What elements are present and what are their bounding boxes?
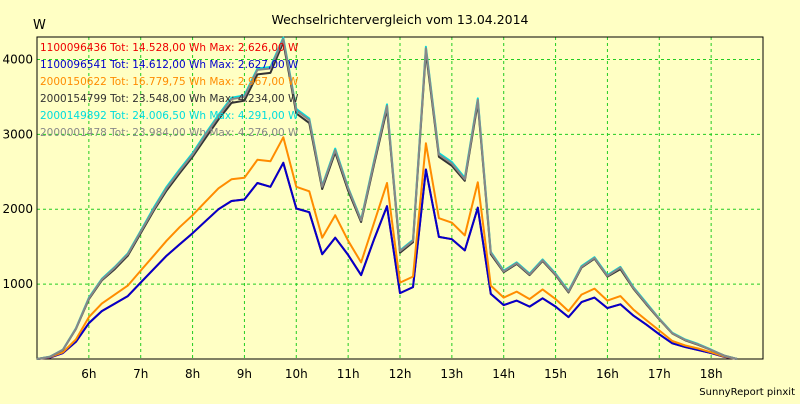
series-line-2000001478: [36, 38, 738, 360]
plot-border: [36, 36, 764, 360]
x-tick-label: 13h: [440, 367, 463, 381]
y-tick-label: 3000: [2, 127, 33, 141]
x-tick-label: 8h: [185, 367, 200, 381]
grid: [37, 37, 763, 359]
series-lines: [36, 36, 738, 360]
x-tick-label: 15h: [544, 367, 567, 381]
series-line-2000150622: [36, 136, 738, 360]
footer-credit: SunnyReport pinxit: [699, 387, 795, 398]
legend-entry-2000150622: 2000150622 Tot: 16.779,75 Wh Max: 2.967,…: [40, 76, 299, 88]
series-line-1100096541: [36, 161, 738, 360]
legend: 1100096436 Tot: 14.528,00 Wh Max: 2.626,…: [40, 42, 299, 139]
chart-title: Wechselrichtervergleich vom 13.04.2014: [271, 12, 528, 27]
x-tick-label: 12h: [389, 367, 412, 381]
x-tick-label: 17h: [648, 367, 671, 381]
y-tick-label: 2000: [2, 202, 33, 216]
legend-entry-1100096436: 1100096436 Tot: 14.528,00 Wh Max: 2.626,…: [40, 42, 299, 54]
y-tick-label: 1000: [2, 277, 33, 291]
x-tick-label: 10h: [285, 367, 308, 381]
legend-entry-1100096541: 1100096541 Tot: 14.612,00 Wh Max: 2.627,…: [40, 59, 299, 71]
legend-entry-2000154799: 2000154799 Tot: 23.548,00 Wh Max: 4.234,…: [40, 93, 299, 105]
plot-area: [37, 37, 763, 359]
x-tick-label: 11h: [337, 367, 360, 381]
x-tick-label: 6h: [81, 367, 96, 381]
x-tick-label: 9h: [237, 367, 252, 381]
x-tick-label: 14h: [492, 367, 515, 381]
x-tick-label: 18h: [700, 367, 723, 381]
y-tick-label: 4000: [2, 52, 33, 66]
axes: 1000 2000 3000 4000 6h 7h 8h 9h 10h 11h 12h 13h 14h 1…: [2, 36, 764, 381]
x-tick-label: 16h: [596, 367, 619, 381]
legend-entry-2000149892: 2000149892 Tot: 24.006,50 Wh Max: 4.291,…: [40, 110, 299, 122]
legend-entry-2000001478: 2000001478 Tot: 23.984,00 Wh Max: 4.276,…: [40, 127, 299, 139]
x-tick-label: 7h: [133, 367, 148, 381]
y-axis-label: W: [33, 18, 46, 33]
